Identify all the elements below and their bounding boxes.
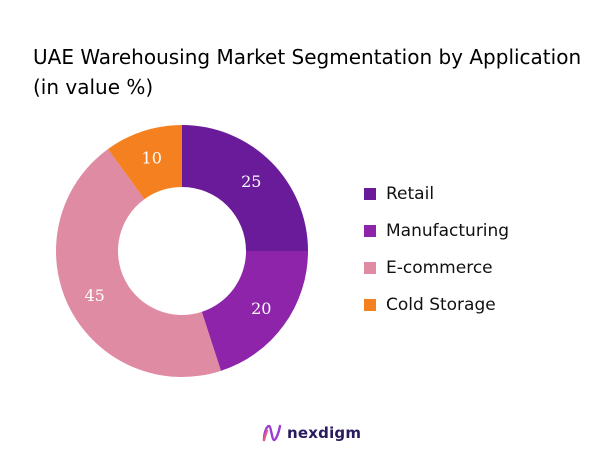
legend-label: Retail [386, 183, 435, 204]
legend-item-cold-storage: Cold Storage [364, 286, 594, 323]
slice-cold-storage [107, 125, 182, 200]
legend-label: Cold Storage [386, 294, 496, 315]
legend-swatch [364, 298, 376, 311]
donut-data-labels: 25 20 45 10 [85, 148, 272, 318]
brand-logo: nexdigm [261, 422, 361, 444]
data-label-retail: 25 [241, 172, 261, 191]
legend-item-manufacturing: Manufacturing [364, 212, 594, 249]
chart-title: UAE Warehousing Market Segmentation by A… [33, 42, 593, 102]
donut-slices [55, 125, 308, 378]
data-label-manufacturing: 20 [251, 299, 271, 318]
data-label-cold-storage: 10 [142, 148, 162, 167]
legend-swatch [364, 224, 376, 237]
legend-label: E-commerce [386, 257, 493, 278]
legend-swatch [364, 261, 376, 274]
nexdigm-logo-icon [262, 424, 282, 442]
chart-legend: Retail Manufacturing E-commerce Cold Storag… [364, 175, 594, 323]
slice-e-commerce [55, 149, 221, 378]
legend-swatch [364, 187, 376, 200]
slice-retail [182, 125, 308, 251]
chart-title-line-1: UAE Warehousing Market Segmentation by A… [33, 45, 582, 69]
data-label-e-commerce: 45 [85, 286, 105, 305]
legend-item-retail: Retail [364, 175, 594, 212]
legend-label: Manufacturing [386, 220, 510, 241]
legend-item-e-commerce: E-commerce [364, 249, 594, 286]
logo-text: nexdigm [287, 424, 362, 442]
slice-manufacturing [201, 251, 308, 371]
chart-title-line-2: (in value %) [33, 75, 154, 99]
